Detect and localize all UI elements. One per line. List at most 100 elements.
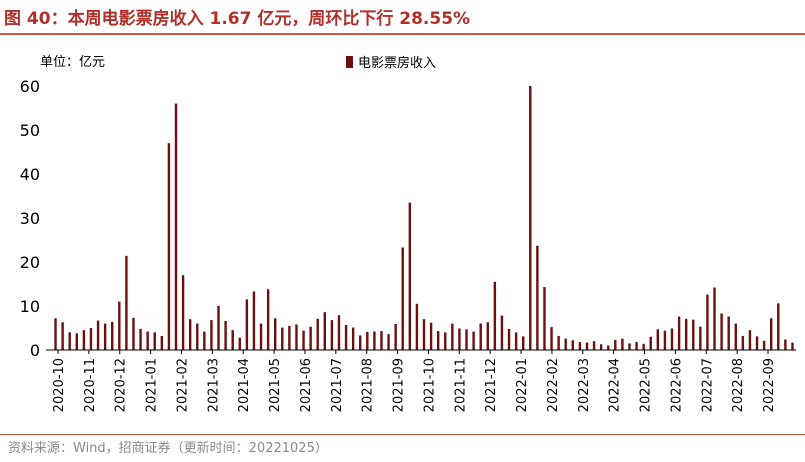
bar <box>111 321 114 350</box>
x-tick-label: 2021-04 <box>237 358 252 412</box>
bar <box>628 343 631 350</box>
bar <box>500 315 504 350</box>
bar <box>550 327 553 350</box>
x-tick-label: 2022-07 <box>700 358 715 412</box>
bar <box>621 338 624 350</box>
bar <box>373 331 376 350</box>
bar <box>288 325 291 350</box>
bar <box>699 326 702 350</box>
bar <box>196 323 199 350</box>
x-tick-label: 2021-10 <box>422 358 437 412</box>
bar <box>125 255 128 350</box>
bar <box>479 323 482 350</box>
bar <box>252 291 256 350</box>
x-tick-label: 2022-08 <box>731 358 746 412</box>
bar <box>444 332 447 350</box>
x-tick-label: 2022-06 <box>669 358 684 412</box>
bar <box>167 143 171 350</box>
x-tick-label: 2021-07 <box>330 358 345 412</box>
x-tick-label: 2022-09 <box>762 358 777 412</box>
x-tick-label: 2021-02 <box>175 358 190 412</box>
bar <box>571 340 574 350</box>
bar <box>68 332 71 350</box>
bar <box>529 86 532 350</box>
x-tick-label: 2022-04 <box>608 358 623 412</box>
bar <box>238 337 241 350</box>
bar <box>684 318 688 350</box>
legend-swatch <box>346 56 353 68</box>
y-tick-label: 50 <box>20 121 40 140</box>
bar <box>451 323 454 350</box>
bar <box>132 317 135 350</box>
bar <box>139 328 142 350</box>
bar <box>607 345 610 350</box>
bar <box>592 341 596 350</box>
bar <box>408 202 412 350</box>
bar <box>210 320 213 350</box>
bar <box>677 316 681 350</box>
bar <box>784 339 787 350</box>
y-tick-label: 30 <box>20 209 40 228</box>
bar <box>181 275 185 350</box>
bar <box>337 315 341 350</box>
bar <box>415 303 419 350</box>
bar <box>770 318 773 350</box>
bar <box>387 334 390 350</box>
bar <box>380 331 383 350</box>
bar <box>599 344 603 350</box>
bar <box>762 340 766 350</box>
y-tick-label: 20 <box>20 253 40 272</box>
bar <box>614 339 617 350</box>
bar <box>330 320 334 350</box>
title-divider <box>0 33 805 35</box>
bar <box>465 329 468 350</box>
bar <box>663 330 667 350</box>
x-tick-label: 2022-02 <box>546 358 561 412</box>
figure-title: 图 40：本周电影票房收入 1.67 亿元，周环比下行 28.55% <box>4 9 471 29</box>
source-note: 资料来源：Wind，招商证券（更新时间：20221025） <box>8 441 328 456</box>
bar <box>720 313 723 350</box>
x-tick-label: 2020-12 <box>114 358 129 412</box>
bar <box>514 332 518 350</box>
bar <box>366 331 369 350</box>
bar <box>458 328 461 350</box>
bar <box>54 318 57 350</box>
x-tick-label: 2021-03 <box>206 358 221 412</box>
bar <box>486 322 489 350</box>
bar <box>266 289 270 350</box>
bar <box>713 287 716 350</box>
bar <box>281 327 284 350</box>
bar <box>302 330 305 350</box>
x-axis: 2020-10 2020-11 2020-12 2021-01 2021-02 2021-… <box>52 350 777 412</box>
bar <box>734 323 737 350</box>
bar <box>96 320 100 350</box>
bar <box>522 336 525 350</box>
bar <box>245 299 249 350</box>
bar <box>557 335 560 350</box>
bar <box>323 312 326 350</box>
bar <box>635 342 638 350</box>
bar <box>224 320 227 350</box>
bar <box>543 287 546 350</box>
x-tick-label: 2020-11 <box>83 358 98 412</box>
bar <box>649 336 652 350</box>
x-tick-label: 2021-01 <box>145 358 160 412</box>
y-tick-label: 40 <box>20 165 40 184</box>
x-tick-label: 2022-03 <box>577 358 592 412</box>
bar <box>642 343 645 350</box>
bar <box>174 103 178 350</box>
y-axis: 0 10 20 30 40 50 60 <box>20 77 40 360</box>
bar <box>394 324 397 350</box>
bar <box>472 331 475 350</box>
x-tick-label: 2021-11 <box>453 358 468 412</box>
y-tick-label: 0 <box>30 341 40 360</box>
bar <box>727 316 730 350</box>
bar <box>741 335 745 350</box>
bar <box>429 322 433 350</box>
bar <box>578 342 582 350</box>
bar <box>507 328 511 350</box>
bar <box>75 333 78 350</box>
bar <box>656 329 660 350</box>
bar <box>748 330 752 350</box>
bar <box>791 342 794 350</box>
